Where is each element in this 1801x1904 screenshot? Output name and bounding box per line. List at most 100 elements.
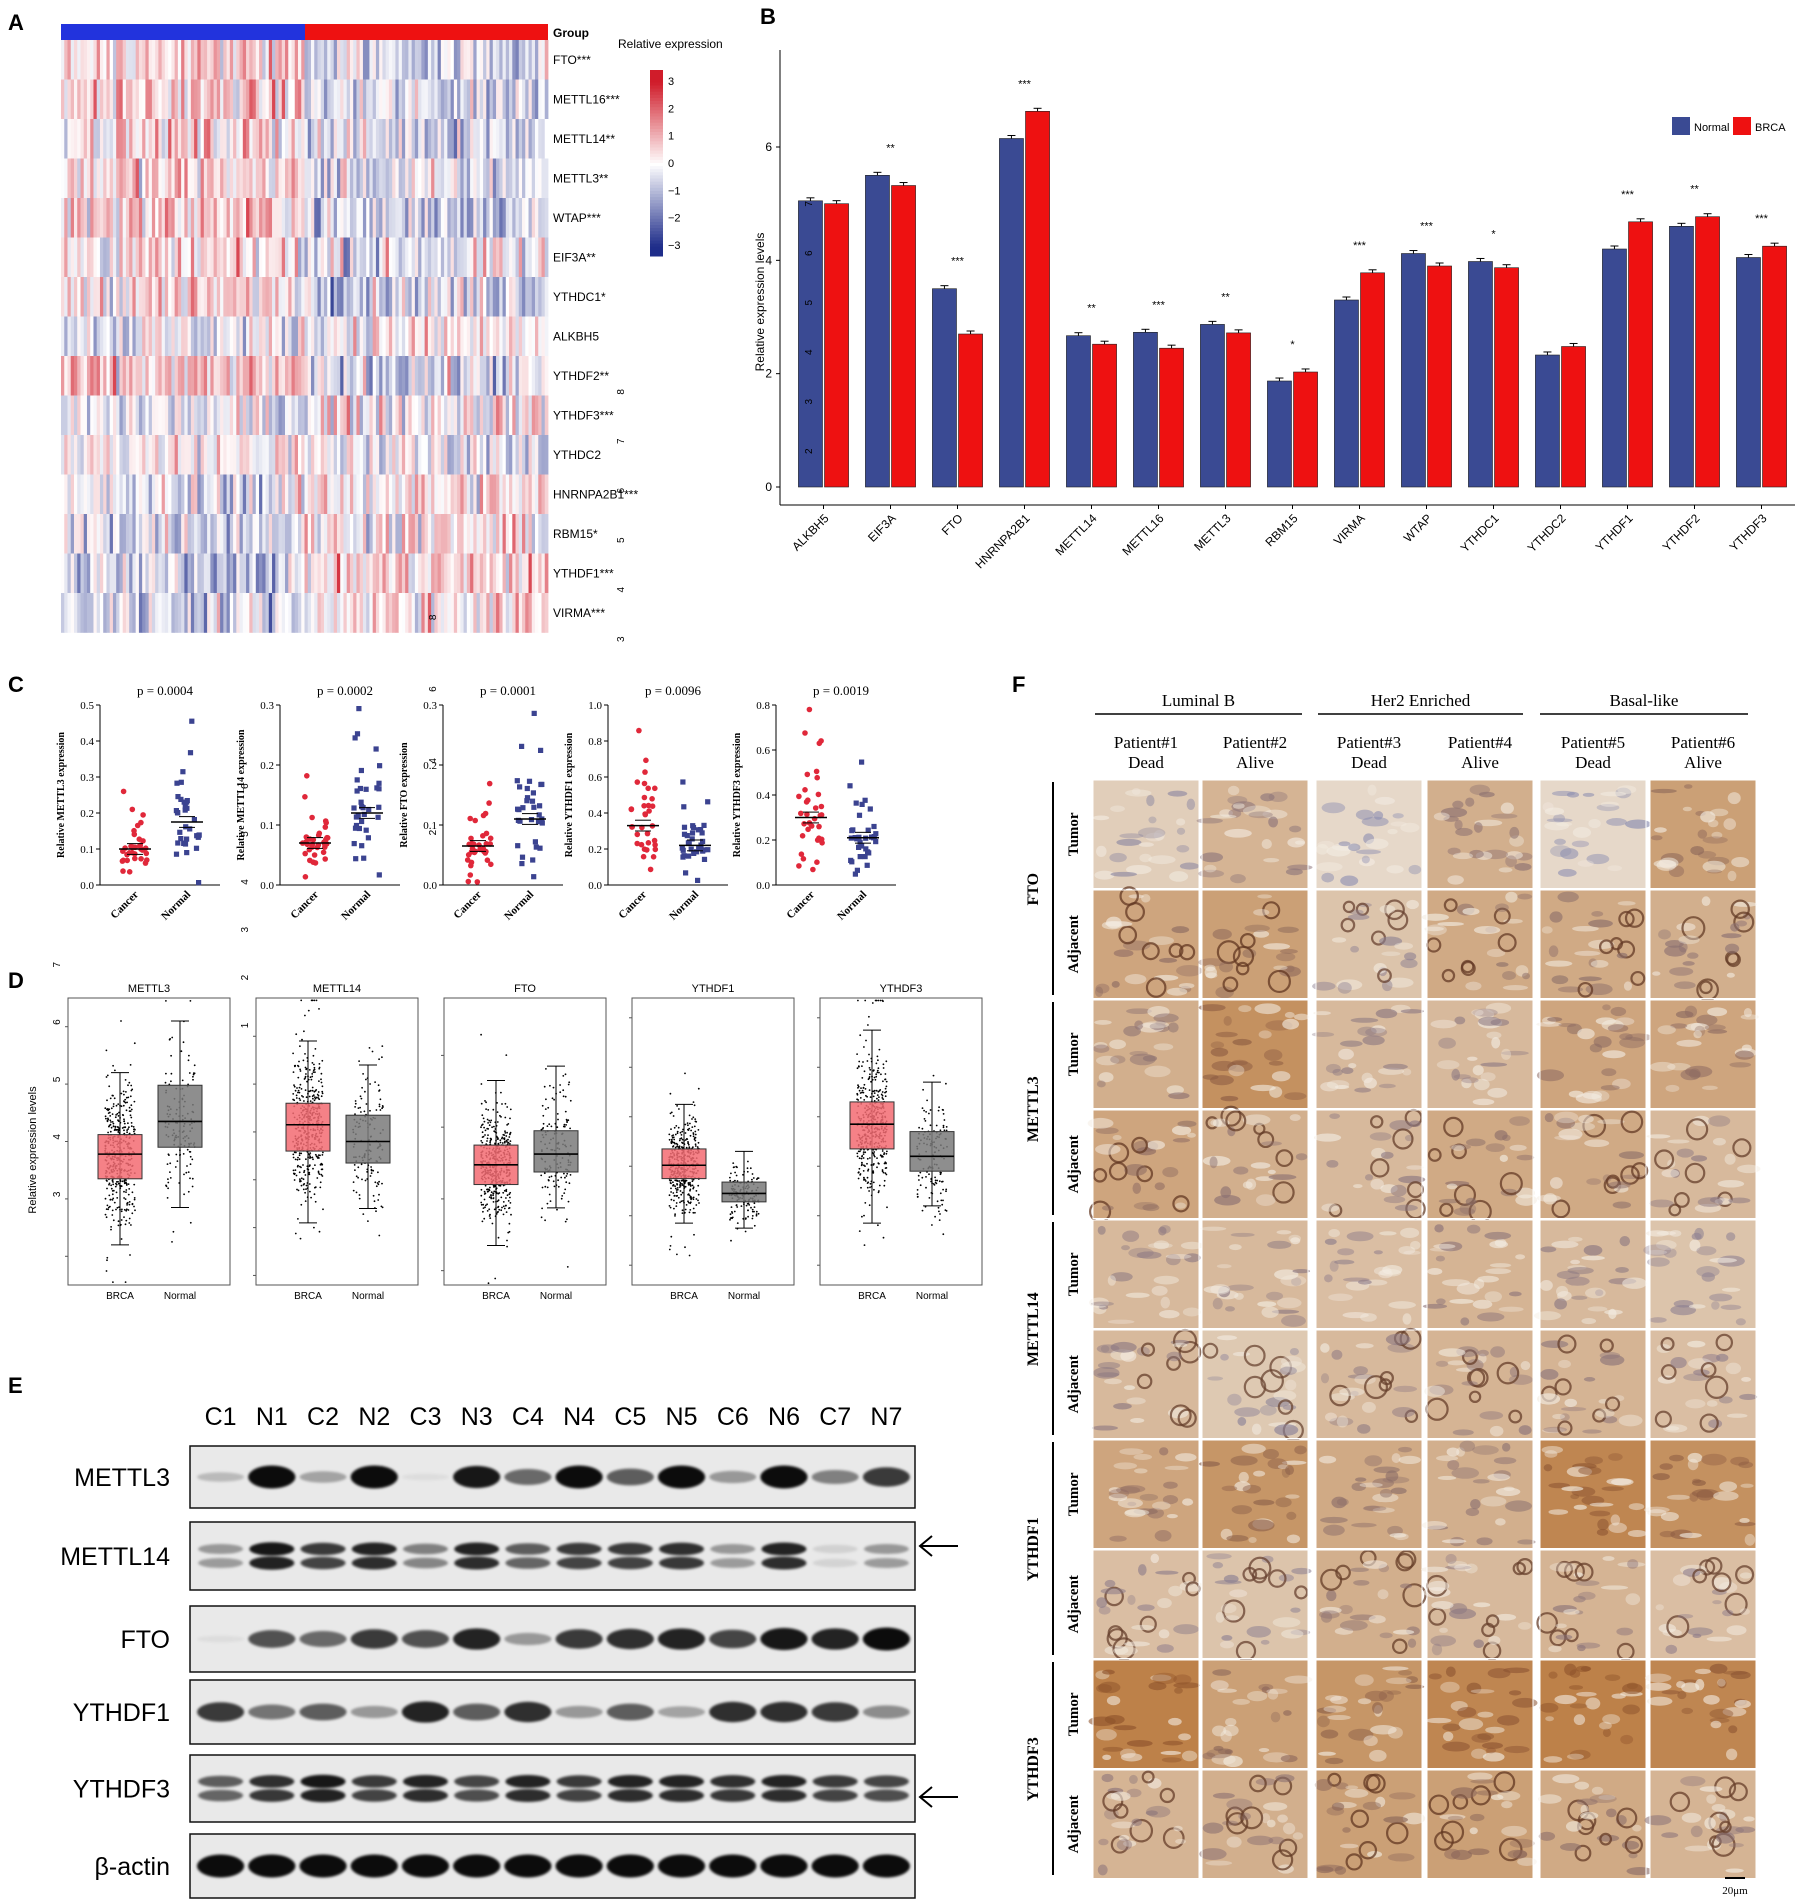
heatmap-cell bbox=[509, 316, 513, 357]
heatmap-cell bbox=[285, 119, 289, 159]
heatmap-cell bbox=[275, 40, 279, 80]
heatmap-cell bbox=[518, 593, 523, 633]
heatmap-cell bbox=[414, 79, 419, 120]
heatmap-cell bbox=[535, 237, 539, 278]
heatmap-cell bbox=[184, 593, 189, 633]
significance-label: *** bbox=[1152, 299, 1166, 311]
heatmap-cell bbox=[116, 514, 120, 554]
heatmap-cell bbox=[479, 158, 484, 199]
heatmap-cell bbox=[535, 277, 539, 317]
heatmap-cell bbox=[61, 40, 65, 80]
heatmap-cell bbox=[278, 395, 283, 436]
heatmap-cell bbox=[223, 474, 227, 515]
heatmap-cell bbox=[285, 356, 289, 396]
heatmap-cell bbox=[194, 474, 198, 515]
box-plot-point bbox=[294, 1065, 296, 1068]
box-plot-point bbox=[480, 1033, 482, 1036]
heatmap-cell bbox=[483, 79, 487, 120]
heatmap-cell bbox=[216, 316, 221, 357]
heatmap-cell bbox=[457, 474, 461, 515]
heatmap-cell bbox=[255, 553, 260, 594]
heatmap-cell bbox=[61, 277, 65, 317]
box-plot-point bbox=[313, 1068, 316, 1071]
box-plot-point bbox=[132, 1126, 135, 1128]
heatmap-cell bbox=[528, 119, 533, 159]
box-plot-point bbox=[545, 1098, 547, 1101]
heatmap-cell bbox=[80, 553, 85, 594]
heatmap-cell bbox=[466, 593, 471, 633]
heatmap-cell bbox=[200, 277, 205, 317]
heatmap-cell bbox=[509, 119, 513, 159]
heatmap-cell bbox=[145, 237, 150, 278]
box-plot-point bbox=[304, 1066, 307, 1069]
cancer-dot bbox=[644, 830, 651, 837]
heatmap-cell bbox=[427, 198, 432, 238]
bar-brca bbox=[1360, 272, 1385, 488]
box-plot-point bbox=[108, 1194, 111, 1197]
box-plot-point bbox=[308, 1173, 311, 1176]
heatmap-cell bbox=[512, 553, 516, 594]
bar-chart-x-tick-label: HNRNPA2B1 bbox=[972, 511, 1032, 571]
normal-dot bbox=[363, 827, 369, 833]
cancer-dot bbox=[805, 797, 811, 803]
box-plot-point bbox=[304, 1075, 307, 1078]
heatmap-cell bbox=[460, 356, 464, 396]
box-plot-point bbox=[672, 1134, 675, 1136]
box-plot-point bbox=[314, 1096, 316, 1099]
heatmap-cell bbox=[132, 435, 137, 475]
box-plot-point bbox=[116, 1112, 119, 1115]
box-plot-point bbox=[104, 1213, 107, 1216]
significance-label: ** bbox=[1221, 291, 1230, 303]
box-plot-point bbox=[120, 1210, 123, 1213]
heatmap-cell bbox=[392, 395, 396, 436]
heatmap-cell bbox=[288, 553, 292, 594]
box-plot-point bbox=[676, 1145, 679, 1148]
heatmap-cell bbox=[538, 553, 542, 594]
heatmap-cell bbox=[145, 553, 150, 594]
heatmap-cell bbox=[473, 79, 477, 120]
heatmap-cell bbox=[187, 277, 192, 317]
heatmap-cell bbox=[453, 158, 458, 199]
heatmap-cell bbox=[83, 277, 88, 317]
heatmap-cell bbox=[330, 356, 335, 396]
box-plot-point bbox=[117, 1129, 120, 1132]
heatmap-cell bbox=[518, 79, 523, 120]
heatmap-cell bbox=[200, 435, 205, 475]
cancer-dot bbox=[628, 806, 635, 812]
heatmap-cell bbox=[272, 593, 276, 633]
heatmap-cell bbox=[294, 356, 299, 396]
box-plot-point bbox=[487, 1134, 489, 1136]
box-plot-point bbox=[292, 1153, 295, 1156]
heatmap-cell bbox=[509, 356, 513, 396]
heatmap-cell bbox=[398, 435, 403, 475]
heatmap-cell bbox=[164, 514, 169, 554]
box-plot-point bbox=[129, 1254, 131, 1256]
heatmap-cell bbox=[431, 514, 435, 554]
legend-swatch bbox=[650, 125, 663, 130]
bar-normal bbox=[1602, 248, 1627, 488]
heatmap-cell bbox=[168, 474, 172, 515]
normal-dot bbox=[515, 843, 521, 849]
heatmap-cell bbox=[512, 514, 516, 554]
normal-dot bbox=[356, 706, 362, 712]
heatmap-cell bbox=[210, 198, 214, 238]
heatmap-cell bbox=[265, 79, 270, 120]
heatmap-cell bbox=[369, 593, 374, 633]
heatmap-cell bbox=[375, 79, 380, 120]
dot-plot-y-tick-label: 0.2 bbox=[260, 760, 274, 772]
cancer-dot bbox=[482, 810, 489, 817]
dot-plot-y-tick-label: 0.0 bbox=[756, 880, 770, 892]
heatmap-cell bbox=[431, 198, 435, 238]
heatmap-cell bbox=[255, 435, 260, 475]
heatmap-cell bbox=[112, 198, 117, 238]
heatmap-cell bbox=[242, 474, 247, 515]
box-plot-point bbox=[315, 1089, 318, 1091]
heatmap-cell bbox=[285, 514, 289, 554]
heatmap-cell bbox=[252, 198, 257, 238]
cancer-dot bbox=[119, 858, 126, 864]
heatmap-cell bbox=[226, 593, 231, 633]
heatmap-cell bbox=[447, 553, 451, 594]
box-plot-point bbox=[566, 1218, 568, 1221]
heatmap-cell bbox=[343, 474, 348, 515]
heatmap-cell bbox=[109, 237, 114, 278]
